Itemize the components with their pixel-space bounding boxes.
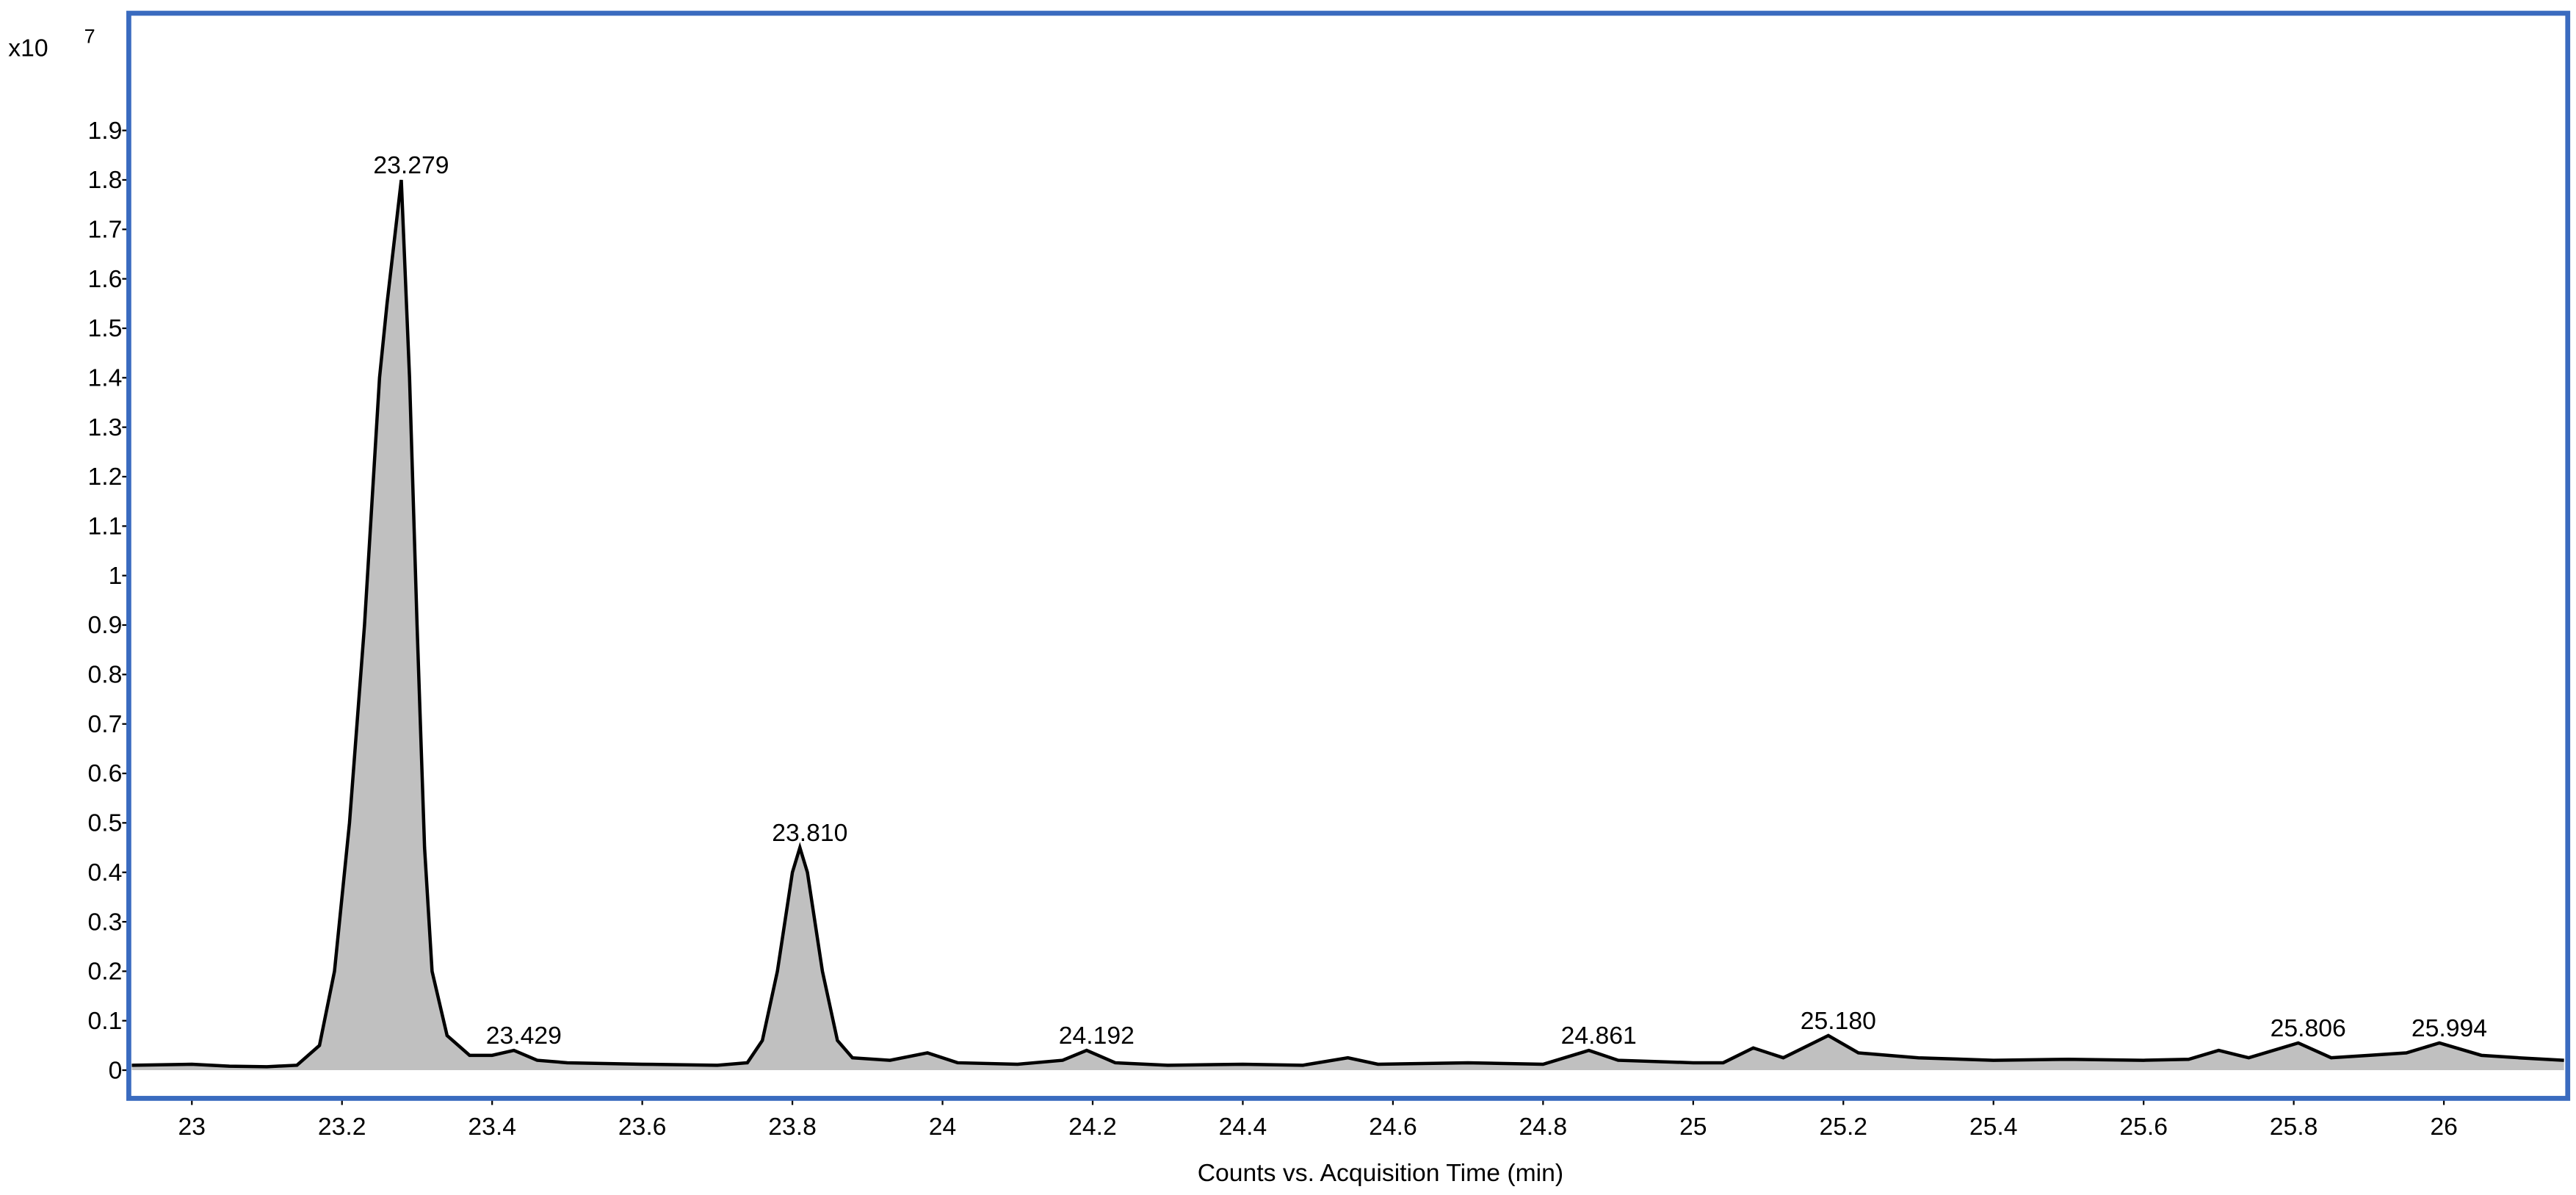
peak-label: 23.810 [772, 819, 847, 847]
plot-frame [126, 10, 2571, 1101]
y-tick-label: 0.7 [88, 710, 123, 738]
trace-line [131, 179, 2564, 1069]
y-tick-label: 1 [109, 562, 123, 590]
x-tick-label: 23.6 [618, 1113, 667, 1141]
peak-label: 24.192 [1059, 1022, 1135, 1050]
peak-label: 24.861 [1561, 1022, 1637, 1050]
y-tick-label: 0.3 [88, 908, 123, 936]
y-tick-label: 0.8 [88, 661, 123, 689]
plot: 0 0.1 0.2 0.3 0.4 0.5 0.6 0.7 0.8 0.9 1 1.1 1.2 1.3 1.… [88, 117, 2564, 1141]
x-tick-label: 25.4 [1969, 1113, 2018, 1141]
x-tick-label: 26 [2430, 1113, 2458, 1141]
peak-label: 25.994 [2412, 1014, 2487, 1042]
peak-label: 23.279 [373, 151, 449, 179]
peak-label: 25.806 [2271, 1014, 2346, 1042]
y-tick-label: 0.6 [88, 759, 123, 787]
y-tick-label: 1.2 [88, 463, 123, 491]
y-tick-label: 0.4 [88, 859, 123, 887]
y-tick-label: 1.6 [88, 265, 123, 293]
y-tick-label: 0.1 [88, 1007, 123, 1035]
y-tick-label: 1.8 [88, 166, 123, 194]
x-tick-label: 25.6 [2119, 1113, 2168, 1141]
peak-area [131, 179, 2564, 1071]
y-tick-label: 1.7 [88, 216, 123, 244]
x-tick-label: 23.2 [318, 1113, 366, 1141]
y-tick-label: 1.3 [88, 414, 123, 441]
y-tick-label: 0 [109, 1056, 123, 1084]
y-tick-label: 1.9 [88, 117, 123, 145]
peak-label: 23.429 [486, 1022, 562, 1050]
y-exponent: 7 [84, 25, 95, 47]
y-tick-label: 1.1 [88, 513, 123, 541]
x-tick-label: 25 [1679, 1113, 1707, 1141]
x-tick-label: 24.6 [1369, 1113, 1417, 1141]
y-tick-label: 1.5 [88, 314, 123, 342]
x-tick-label: 23.4 [468, 1113, 516, 1141]
y-tick-label: 0.5 [88, 809, 123, 837]
y-multiplier: x10 [8, 34, 48, 62]
y-tick-label: 0.2 [88, 958, 123, 986]
y-tick-label: 1.4 [88, 364, 123, 392]
x-tick-label: 25.2 [1819, 1113, 1867, 1141]
x-axis-label: Counts vs. Acquisition Time (min) [1198, 1159, 1563, 1187]
y-tick-label: 0.9 [88, 611, 123, 639]
x-tick-label: 24.2 [1068, 1113, 1117, 1141]
peak-label: 25.180 [1801, 1007, 1876, 1035]
x-tick-label: 24.8 [1519, 1113, 1568, 1141]
x-tick-label: 23.8 [768, 1113, 817, 1141]
x-tick-label: 24.4 [1219, 1113, 1267, 1141]
x-tick-label: 24 [929, 1113, 957, 1141]
x-tick-label: 23 [178, 1113, 206, 1141]
x-tick-label: 25.8 [2270, 1113, 2318, 1141]
